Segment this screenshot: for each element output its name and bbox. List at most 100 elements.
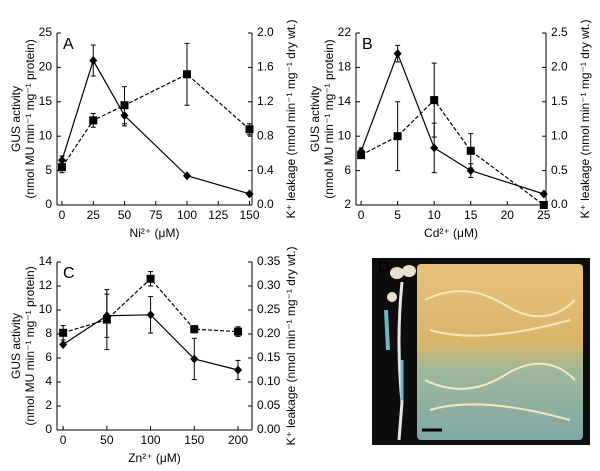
y2-axis-label: K⁺ leakage (nmol min⁻¹ mg⁻¹ dry wt.) [578,19,592,218]
y2-tick-label: 0.15 [257,350,281,364]
x-tick-label: 10 [428,208,442,222]
marker-square [430,96,439,105]
marker-square [539,201,548,209]
marker-square [234,327,243,336]
panel-letter: D [378,259,390,276]
marker-square [190,325,199,334]
y2-tick-label: 1.6 [257,60,274,74]
marker-square [146,274,155,283]
marker-square [59,328,68,337]
marker-diamond [120,111,129,121]
y2-tick-label: 0.05 [257,398,281,412]
y2-tick-label: 0.30 [257,278,281,292]
y2-tick-label: 0.25 [257,302,281,316]
marker-diamond [466,166,475,176]
y2-tick-label: 0.00 [257,422,281,436]
marker-square [58,163,66,172]
x-tick-label: 150 [184,433,204,447]
marker-diamond [102,311,111,321]
x-tick-label: 150 [239,208,259,222]
y2-axis-label: K⁺ leakage (nmol min⁻¹ mg⁻¹ dry wt.) [284,246,298,445]
panel-letter: C [63,265,75,282]
y-tick-label: 10 [39,128,53,142]
photo-panel: D [372,258,590,445]
y-tick-label: 0 [45,197,52,211]
y2-tick-label: 1.5 [551,94,568,108]
cotyledon [387,292,397,302]
marker-diamond [89,56,98,66]
stained-root [384,309,390,351]
y-tick-label: 22 [338,25,352,39]
marker-square [245,125,254,134]
marker-square [393,132,402,141]
x-tick-label: 0 [358,208,365,222]
y2-axis-label: K⁺ leakage (nmol min⁻¹ mg⁻¹ dry wt.) [284,19,298,218]
y-tick-label: 10 [338,128,352,142]
series-line [360,99,545,206]
x-tick-label: 50 [100,433,114,447]
x-tick-label: 75 [149,208,163,222]
marker-diamond [234,365,243,375]
marker-diamond [190,354,199,364]
y2-tick-label: 0.20 [257,326,281,340]
y-axis-label: (nmol MU min⁻¹ mg⁻¹ protein) [23,266,37,425]
chart-panel: 0 5 10 15 20 25 2 6 10 14 18 22 0.0 0.5 1.0 1.5 2.0 2.5 Cd… [308,19,592,240]
x-axis-label: Zn²⁺ (μM) [128,451,181,465]
x-axis-label: Cd²⁺ (μM) [424,226,478,240]
panel-letter: B [362,36,373,53]
x-tick-label: 25 [87,208,101,222]
x-tick-label: 100 [141,433,161,447]
y-tick-label: 20 [39,60,53,74]
y-tick-label: 14 [338,94,352,108]
marker-diamond [183,171,191,181]
x-tick-label: 0 [59,208,66,222]
marker-diamond [245,189,254,199]
y-tick-label: 0 [45,422,52,436]
marker-diamond [539,189,548,199]
y2-tick-label: 0.0 [551,197,568,211]
chart-panel: 0 25 50 75 100 125 150 0 5 10 15 20 25 0.0 0.4 0.8 1.2 1.… [9,19,298,240]
y-tick-label: 6 [45,350,52,364]
x-tick-label: 25 [537,208,551,222]
cotyledon [402,265,416,277]
y2-tick-label: 2.5 [551,25,568,39]
series-line [360,51,544,195]
y2-tick-label: 0.35 [257,254,281,268]
y-tick-label: 8 [45,326,52,340]
series-line [61,59,250,195]
y2-tick-label: 0.4 [257,163,274,177]
x-tick-label: 0 [60,433,67,447]
x-tick-label: 200 [228,433,248,447]
panel-letter: A [63,36,74,53]
y2-tick-label: 1.0 [551,128,568,142]
y-tick-label: 5 [45,163,52,177]
y-axis-label: (nmol MU min⁻¹ mg⁻¹ protein) [23,39,37,198]
y-tick-label: 14 [39,254,53,268]
y2-tick-label: 2.0 [551,60,568,74]
marker-diamond [58,155,66,165]
seedling-mat [417,264,583,440]
y2-tick-label: 2.0 [257,25,274,39]
marker-diamond [357,146,366,156]
marker-square [89,116,98,125]
x-tick-label: 100 [177,208,197,222]
marker-diamond [146,310,155,320]
y-tick-label: 10 [39,302,53,316]
y-axis-label: (nmol MU min⁻¹ mg⁻¹ protein) [322,39,336,198]
marker-square [466,146,475,155]
y-axis-label: GUS activity [9,313,23,379]
marker-diamond [393,49,402,59]
y-tick-label: 25 [39,25,53,39]
y2-tick-label: 0.0 [257,197,274,211]
seedling-texture [424,290,576,421]
y-tick-label: 15 [39,94,53,108]
x-tick-label: 15 [464,208,478,222]
x-tick-label: 50 [118,208,132,222]
y-tick-label: 4 [45,374,52,388]
cotyledon [390,267,404,279]
y2-tick-label: 0.5 [551,163,568,177]
y2-tick-label: 0.10 [257,374,281,388]
x-tick-label: 125 [208,208,228,222]
x-tick-label: 20 [501,208,515,222]
